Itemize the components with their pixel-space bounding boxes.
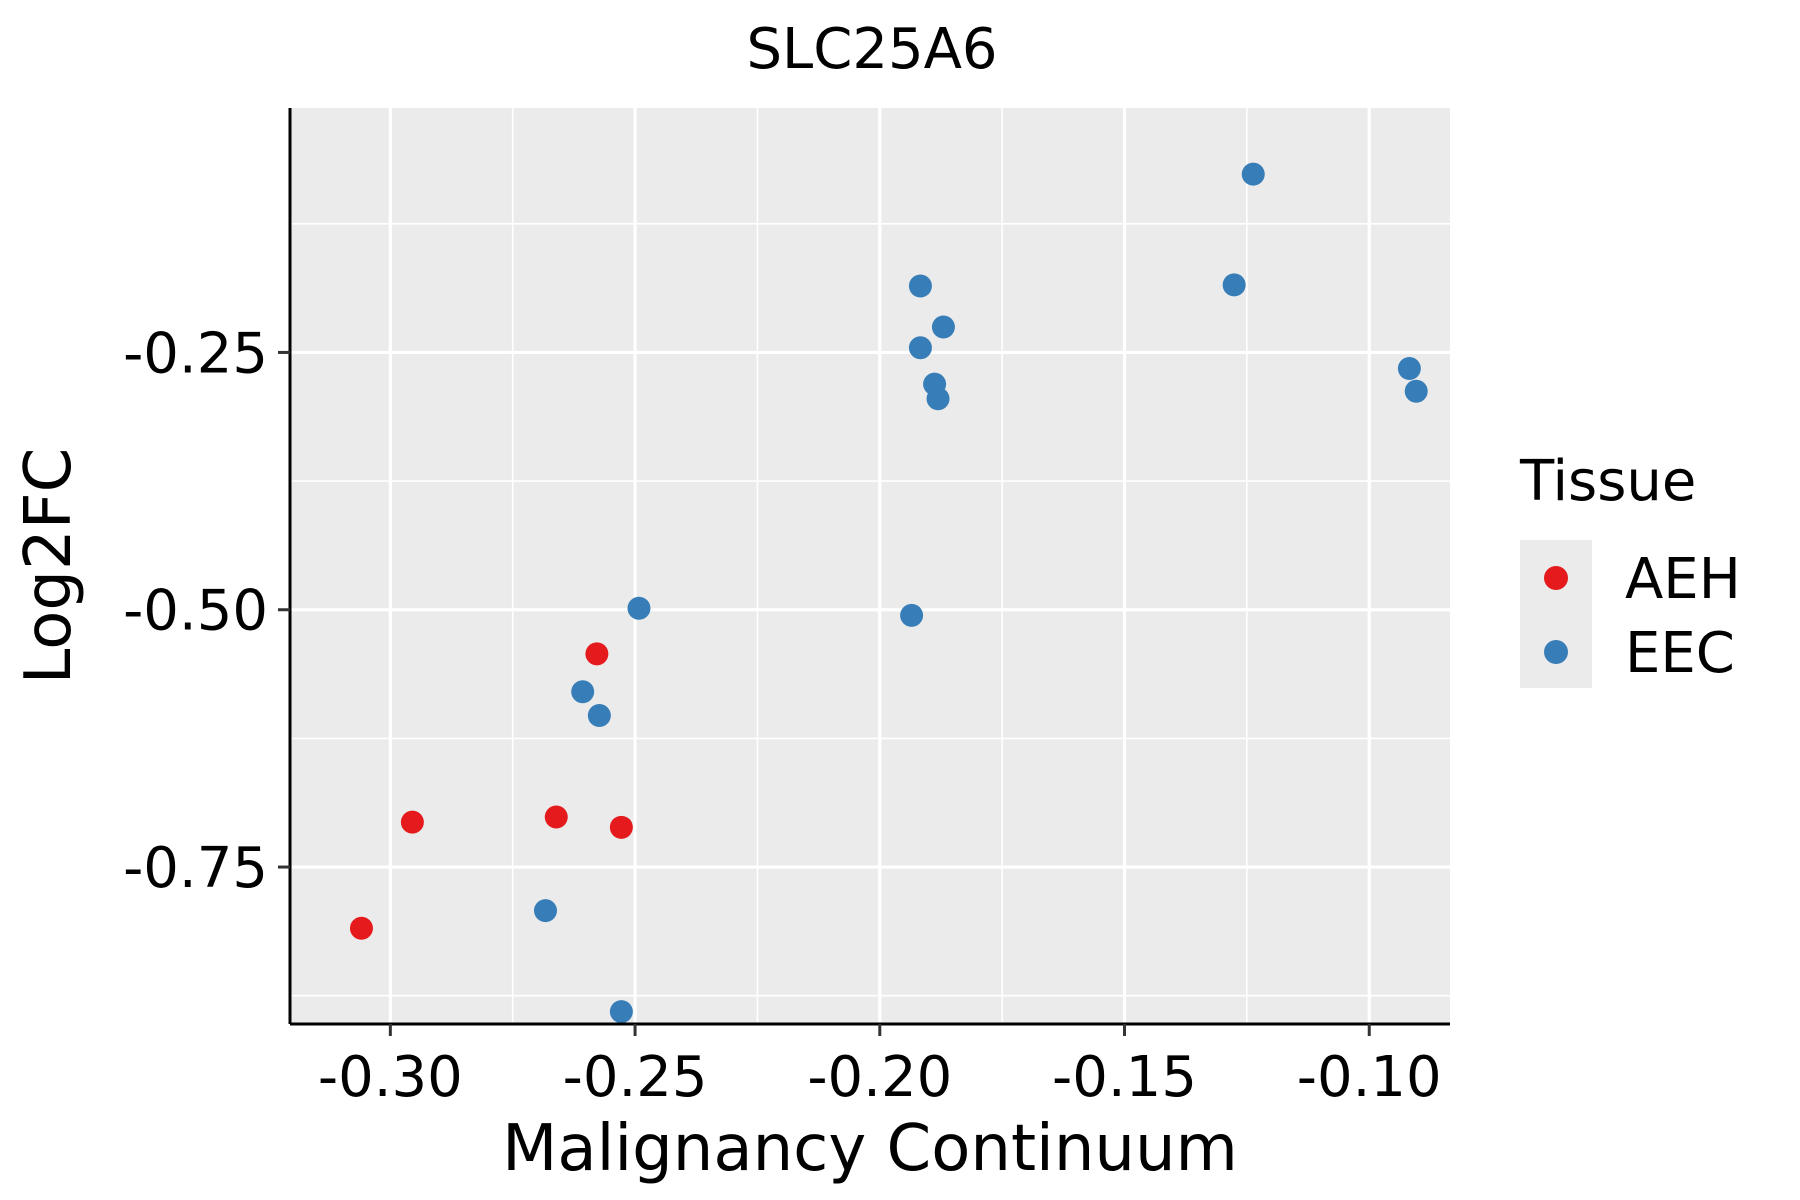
y-axis-label: Log2FC xyxy=(12,448,86,685)
legend-label-aeh: AEH xyxy=(1625,547,1741,612)
x-axis-ticks: -0.30 -0.25 -0.20 -0.15 -0.10 xyxy=(318,1024,1442,1110)
point-eec xyxy=(1241,162,1265,186)
point-eec xyxy=(1222,273,1246,297)
point-aeh xyxy=(400,810,424,834)
x-axis-label: Malignancy Continuum xyxy=(502,1112,1238,1186)
point-eec xyxy=(1397,356,1421,380)
legend-key-aeh xyxy=(1544,566,1568,590)
point-aeh xyxy=(349,916,373,940)
data-points xyxy=(349,162,1428,1024)
x-tick-label: -0.10 xyxy=(1297,1045,1442,1110)
point-eec xyxy=(609,1000,633,1024)
minor-gridlines xyxy=(290,108,1450,1024)
major-gridlines xyxy=(290,108,1450,1024)
legend-title: Tissue xyxy=(1519,449,1696,514)
y-tick-label: -0.25 xyxy=(123,321,268,386)
x-tick-label: -0.30 xyxy=(318,1045,463,1110)
plot-panel xyxy=(290,108,1450,1024)
point-eec xyxy=(908,336,932,360)
legend: Tissue AEH EEC xyxy=(1519,449,1741,688)
x-tick-label: -0.20 xyxy=(807,1045,952,1110)
legend-label-eec: EEC xyxy=(1625,621,1735,686)
point-eec xyxy=(627,596,651,620)
point-eec xyxy=(571,680,595,704)
point-eec xyxy=(926,387,950,411)
point-eec xyxy=(587,704,611,728)
x-tick-label: -0.25 xyxy=(563,1045,708,1110)
point-eec xyxy=(908,274,932,298)
x-tick-label: -0.15 xyxy=(1052,1045,1197,1110)
point-eec xyxy=(900,603,924,627)
y-tick-label: -0.75 xyxy=(123,836,268,901)
chart-title: SLC25A6 xyxy=(746,17,997,82)
point-aeh xyxy=(609,815,633,839)
y-tick-label: -0.50 xyxy=(123,579,268,644)
point-eec xyxy=(533,899,557,923)
legend-key-background xyxy=(1520,540,1592,688)
legend-key-eec xyxy=(1544,640,1568,664)
point-aeh xyxy=(544,805,568,829)
point-eec xyxy=(931,315,955,339)
point-aeh xyxy=(585,642,609,666)
point-eec xyxy=(1404,379,1428,403)
y-axis-ticks: -0.25 -0.50 -0.75 xyxy=(123,321,290,901)
